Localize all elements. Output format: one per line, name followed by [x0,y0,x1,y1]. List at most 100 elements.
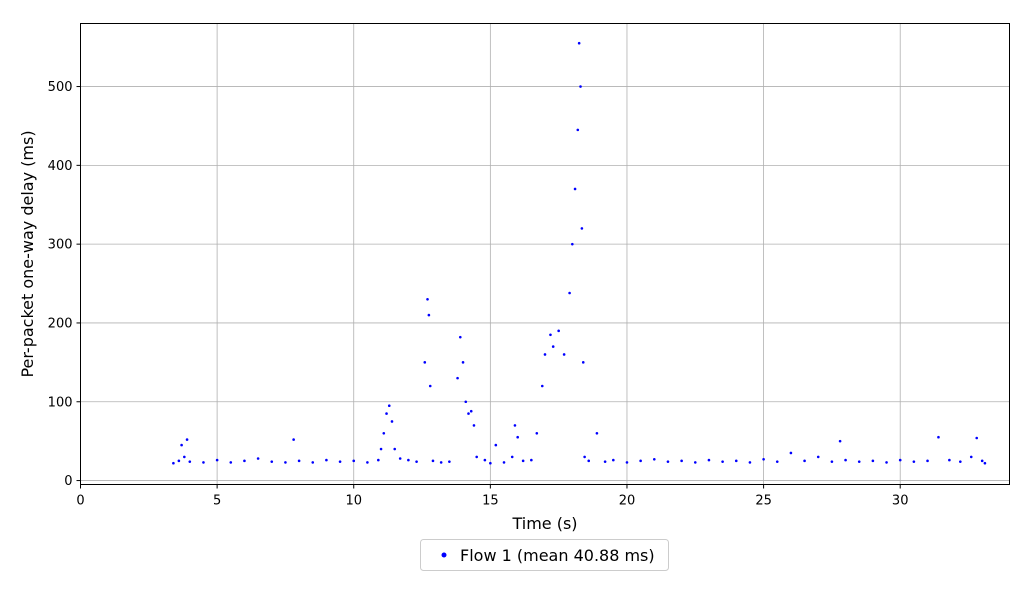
data-point [516,435,519,439]
data-point [603,460,607,463]
data-point [775,460,779,463]
x-axis-label: Time (s) [511,514,577,533]
data-point [215,458,219,462]
data-point [898,458,902,462]
data-point [270,460,274,463]
data-point [464,400,468,404]
scatter-points [172,41,987,465]
legend-entry-flow-1: Flow 1 (mean 40.88 ms) [460,546,655,565]
data-point [983,461,987,465]
data-point [407,458,410,462]
data-point [587,459,591,463]
x-tick-label: 5 [213,494,221,509]
data-point [549,333,552,337]
data-point [789,451,793,455]
data-point [393,447,397,451]
data-point [912,460,916,463]
data-point [427,313,431,317]
data-point [762,457,765,461]
data-point [202,461,205,464]
data-point [612,458,615,462]
x-tick-label: 25 [755,494,772,509]
grid-lines [80,23,1010,485]
data-point [734,459,738,463]
data-point [926,459,929,463]
data-point [579,85,582,88]
data-point [580,227,584,230]
data-point [948,458,951,462]
y-tick-label: 0 [64,474,72,489]
data-point [390,420,394,423]
data-point [188,460,192,463]
data-point [256,457,260,460]
data-point [803,459,806,463]
data-point [325,458,328,462]
x-tick-label: 20 [619,494,636,509]
data-point [937,435,940,439]
data-point [489,461,492,465]
data-point [581,361,585,364]
data-point [448,460,451,463]
data-point [639,459,642,463]
y-tick-label: 400 [48,159,73,174]
data-point [583,455,586,459]
data-point [292,438,295,441]
data-point [382,431,386,435]
x-tick-label: 10 [345,494,362,509]
data-point [284,461,287,464]
data-point [426,298,429,301]
data-point [461,361,465,364]
data-point [975,436,979,440]
data-point [458,335,462,339]
y-tick-label: 200 [48,316,73,331]
data-point [816,455,820,459]
data-point [543,353,547,356]
data-point [502,461,506,464]
data-point [857,460,861,463]
legend-marker [441,552,447,558]
x-axis-ticks: 0 5 10 15 20 25 30 [76,484,908,509]
y-tick-label: 100 [48,395,73,410]
data-point [423,361,427,364]
data-point [311,461,315,464]
data-point [439,461,443,464]
data-point [721,460,724,463]
data-point [377,458,380,462]
data-point [379,447,383,451]
data-point [830,460,834,463]
x-tick-label: 15 [482,494,499,509]
data-point [551,345,555,348]
data-point [185,438,189,441]
data-point [510,455,514,459]
data-point [568,291,571,295]
data-point [456,376,459,380]
x-tick-label: 0 [76,494,84,509]
data-point [366,461,369,464]
data-point [959,460,962,463]
data-point [838,439,842,443]
data-point [577,41,581,45]
data-point [483,458,487,462]
data-point [625,461,629,464]
y-tick-label: 500 [48,80,73,95]
legend-box [420,539,669,571]
data-point [680,459,683,463]
data-point [540,384,544,388]
data-point [385,412,388,415]
data-point [177,459,181,463]
data-point [871,459,875,463]
data-point [415,460,418,463]
data-point [297,459,301,463]
data-point [431,459,435,463]
data-point [243,459,246,463]
data-point [398,457,402,460]
data-point [576,128,580,132]
data-point [652,457,656,461]
data-point [571,242,574,246]
data-point [666,460,670,463]
data-point [513,424,517,427]
data-point [472,424,476,427]
data-point [693,461,697,464]
data-point [980,459,984,463]
